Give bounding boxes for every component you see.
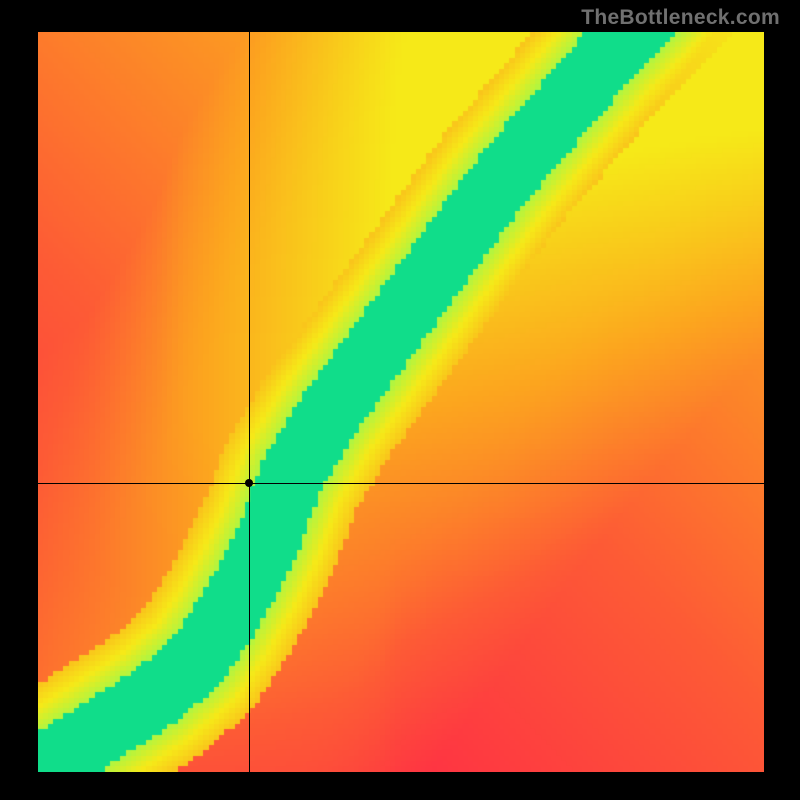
crosshair-vertical xyxy=(249,32,250,772)
watermark-text: TheBottleneck.com xyxy=(581,6,780,30)
heatmap-canvas xyxy=(38,32,764,772)
marker-dot xyxy=(245,479,253,487)
chart-container: TheBottleneck.com xyxy=(0,0,800,800)
heatmap-plot-area xyxy=(38,32,764,772)
crosshair-horizontal xyxy=(38,483,764,484)
